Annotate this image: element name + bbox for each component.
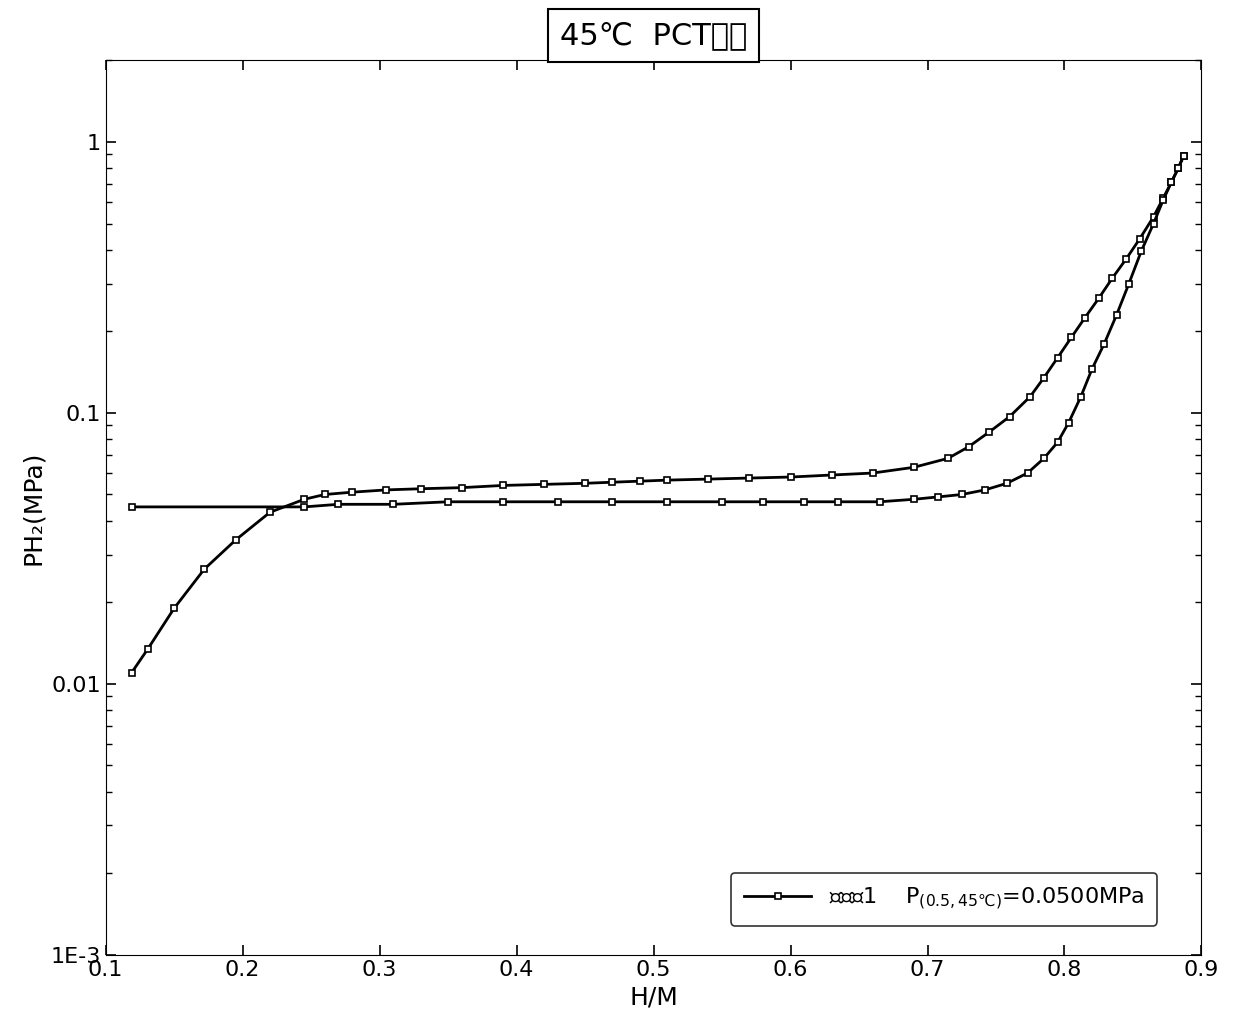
X-axis label: H/M: H/M bbox=[629, 985, 678, 1009]
Title: 45℃  PCT曲线: 45℃ PCT曲线 bbox=[560, 21, 748, 49]
Y-axis label: PH₂(MPa): PH₂(MPa) bbox=[21, 450, 45, 564]
Legend: 实施例1    $\mathrm{P}_{(0.5,45℃)}$=0.0500MPa: 实施例1 $\mathrm{P}_{(0.5,45℃)}$=0.0500MPa bbox=[730, 872, 1157, 926]
